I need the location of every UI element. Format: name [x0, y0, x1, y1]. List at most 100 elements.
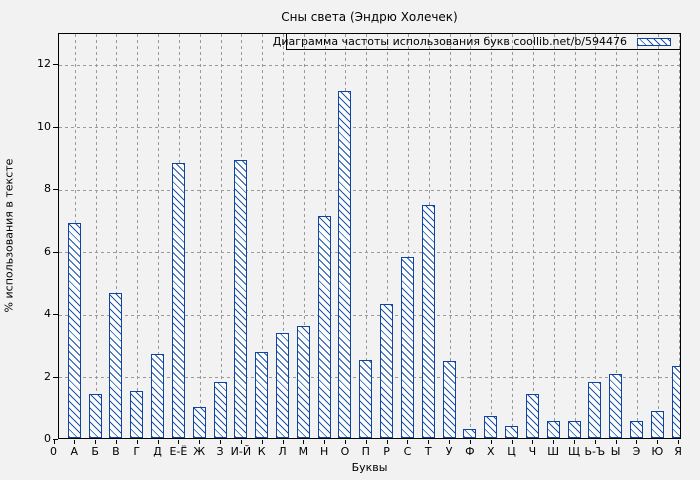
bar-Ж — [192, 407, 206, 438]
grid-line-vertical — [220, 34, 222, 438]
y-tick-label: 8 — [44, 182, 51, 196]
x-tick-label: Ж — [193, 445, 206, 458]
grid-line-vertical — [553, 34, 555, 438]
bar-Я — [671, 366, 680, 438]
x-tick-mark — [178, 440, 180, 444]
x-tick-label: Р — [383, 445, 390, 458]
grid-line-vertical — [470, 34, 472, 438]
y-tick-mark — [53, 251, 58, 253]
grid-line-vertical — [678, 34, 680, 438]
grid-line-vertical — [116, 34, 118, 438]
grid-line-vertical — [158, 34, 160, 438]
bar-Ф — [463, 429, 477, 438]
grid-line-vertical — [387, 34, 389, 438]
grid-line-vertical — [636, 34, 638, 438]
y-tick-label: 2 — [44, 369, 51, 383]
x-tick-mark — [574, 440, 575, 444]
x-tick-label: М — [298, 445, 309, 458]
bar-Д — [151, 354, 165, 438]
bar-П — [359, 360, 373, 438]
x-tick-mark — [428, 440, 430, 444]
y-tick-label: 10 — [37, 119, 51, 133]
y-axis-label: % использования в тексте — [2, 158, 16, 313]
bar-В — [109, 293, 123, 438]
bar-К — [255, 352, 269, 438]
y-tick-mark — [53, 189, 58, 191]
grid-line-horizontal — [59, 127, 680, 129]
x-tick-label: Х — [486, 445, 495, 458]
bar-Л — [276, 333, 290, 438]
grid-line-vertical — [262, 34, 264, 438]
x-tick-mark — [136, 440, 138, 444]
x-tick-mark — [553, 440, 555, 444]
x-tick-mark — [511, 440, 513, 444]
grid-line-vertical — [95, 34, 97, 438]
y-tick-mark — [53, 314, 58, 316]
x-tick-label: З — [216, 445, 224, 458]
x-tick-mark — [469, 440, 471, 444]
grid-line-vertical — [657, 34, 659, 438]
y-tick-label: 6 — [44, 244, 51, 258]
x-tick-mark — [365, 440, 367, 444]
bar-Х — [484, 416, 498, 438]
y-tick-label: 12 — [37, 57, 51, 71]
grid-line-horizontal — [59, 252, 680, 254]
x-tick-mark — [407, 440, 409, 444]
x-tick-mark — [324, 440, 326, 444]
x-tick-mark — [240, 440, 242, 444]
bar-Ы — [609, 374, 623, 438]
x-tick-mark — [490, 440, 492, 444]
x-tick-label: А — [70, 445, 79, 458]
x-tick-mark — [303, 440, 305, 444]
x-tick-mark — [282, 440, 284, 444]
bar-Ь-Ъ — [588, 382, 602, 438]
x-tick-label: Б — [91, 445, 99, 458]
bar-Б — [88, 394, 102, 438]
grid-line-vertical — [303, 34, 305, 438]
grid-line-vertical — [616, 34, 618, 438]
grid-line-vertical — [366, 34, 368, 438]
x-tick-label: Л — [278, 445, 287, 458]
grid-line-horizontal — [59, 64, 680, 66]
grid-line-horizontal — [59, 189, 680, 191]
x-tick-label: В — [112, 445, 120, 458]
bar-Ю — [650, 411, 664, 438]
bar-А — [67, 223, 81, 438]
x-tick-mark — [678, 440, 680, 444]
bar-У — [442, 361, 456, 438]
x-tick-label: Ф — [465, 445, 475, 458]
grid-line-horizontal — [59, 314, 680, 316]
x-tick-mark — [615, 440, 617, 444]
x-tick-label: Е-Ё — [169, 445, 188, 458]
x-tick-mark — [386, 440, 388, 444]
bar-С — [400, 257, 414, 438]
grid-line-vertical — [137, 34, 139, 438]
bar-Р — [380, 304, 394, 438]
y-tick-mark — [53, 64, 58, 66]
x-tick-mark — [594, 440, 596, 444]
bar-Н — [317, 216, 331, 438]
grid-line-vertical — [199, 34, 201, 438]
x-tick-mark — [220, 440, 222, 444]
x-tick-mark — [657, 440, 659, 444]
x-tick-label: У — [445, 445, 453, 458]
x-tick-mark — [53, 440, 55, 444]
x-tick-label: Г — [133, 445, 141, 458]
x-tick-mark — [74, 440, 76, 444]
y-tick-mark — [53, 376, 58, 378]
x-tick-mark — [115, 440, 117, 444]
x-tick-label: Ы — [610, 445, 621, 458]
x-tick-label: П — [361, 445, 370, 458]
chart-title: Сны света (Эндрю Холечек) — [281, 10, 458, 24]
x-axis-label: Буквы — [351, 461, 388, 474]
y-tick-mark — [53, 439, 58, 440]
grid-line-vertical — [595, 34, 597, 438]
x-tick-mark — [344, 440, 346, 444]
x-tick-mark — [261, 440, 263, 444]
x-tick-label: С — [403, 445, 412, 458]
bar-Ш — [546, 421, 560, 438]
x-tick-label: Т — [424, 445, 432, 458]
legend-label: Диаграмма частоты использования букв coo… — [272, 35, 627, 48]
legend-bar-swatch-icon — [637, 37, 671, 46]
